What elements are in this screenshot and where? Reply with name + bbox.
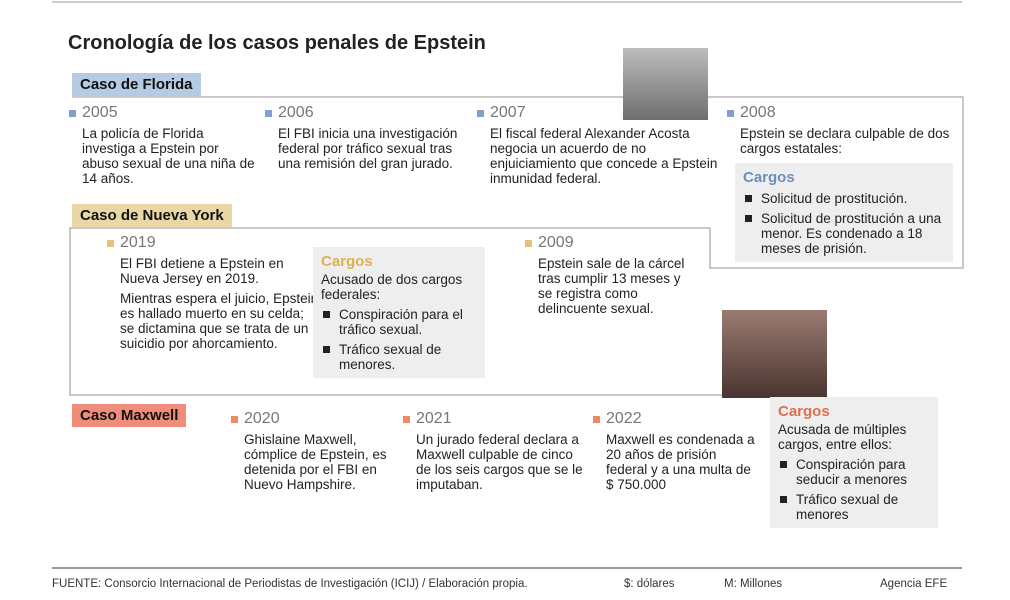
event-text: Ghislaine Maxwell, cómplice de Epstein, … — [244, 432, 409, 497]
event-text: El FBI detiene a Epstein en Nueva Jersey… — [120, 256, 320, 356]
event-text: El FBI inicia una investigación federal … — [278, 126, 458, 176]
footer-agency: Agencia EFE — [880, 578, 948, 590]
year-marker — [477, 110, 484, 117]
event-text: La policía de Florida investiga a Epstei… — [82, 126, 257, 191]
charges-box: Cargos Acusado de dos cargos federales: Co… — [313, 247, 485, 378]
event-year: 2009 — [538, 234, 574, 251]
event-year: 2020 — [244, 410, 280, 427]
event-paragraph: Maxwell es condenada a 20 años de prisió… — [606, 432, 755, 492]
footer-currency: $: dólares — [624, 578, 675, 590]
year-marker — [727, 110, 734, 117]
charges-title: Cargos — [778, 403, 830, 420]
year-marker — [107, 240, 114, 247]
event-paragraph: La policía de Florida investiga a Epstei… — [82, 126, 255, 186]
title: Cronología de los casos penales de Epste… — [68, 32, 486, 54]
event-year: 2021 — [416, 410, 452, 427]
year-marker — [231, 416, 238, 423]
event-paragraph: Mientras espera el juicio, Epstein es ha… — [120, 291, 319, 351]
event-year: 2008 — [740, 104, 776, 121]
section-label: Caso de Nueva York — [72, 204, 232, 227]
charge-item: Tráfico sexual de menores — [778, 492, 930, 522]
year-marker — [69, 110, 76, 117]
event-text: Epstein se declara culpable de dos cargo… — [740, 126, 955, 161]
event-paragraph: El FBI inicia una investigación federal … — [278, 126, 458, 171]
event-text: Epstein sale de la cárcel tras cumplir 1… — [538, 256, 698, 321]
event-paragraph: Epstein sale de la cárcel tras cumplir 1… — [538, 256, 685, 316]
charge-item: Conspiración para el tráfico sexual. — [321, 307, 477, 337]
charge-item: Conspiración para seducir a menores — [778, 457, 930, 487]
event-text: Maxwell es condenada a 20 años de prisió… — [606, 432, 756, 497]
section-label: Caso Maxwell — [72, 404, 187, 427]
photo-acosta — [623, 48, 708, 120]
event-year: 2007 — [490, 104, 526, 121]
event-year: 2005 — [82, 104, 118, 121]
charges-title: Cargos — [321, 253, 373, 270]
footer-source: FUENTE: Consorcio Internacional de Perio… — [52, 578, 528, 590]
charges-intro: Acusada de múltiples cargos, entre ellos… — [778, 422, 907, 452]
footer-units: M: Millones — [724, 578, 783, 590]
charge-item: Solicitud de prostitución. — [743, 191, 945, 206]
charges-box: Cargos Solicitud de prostitución. Solicitu… — [735, 163, 953, 262]
event-paragraph: El FBI detiene a Epstein en Nueva Jersey… — [120, 256, 284, 286]
event-year: 2019 — [120, 234, 156, 251]
year-marker — [403, 416, 410, 423]
year-marker — [525, 240, 532, 247]
photo-maxwell — [722, 310, 827, 398]
charge-item: Tráfico sexual de menores. — [321, 342, 477, 372]
charge-item: Solicitud de prostitución a una menor. E… — [743, 211, 945, 256]
event-paragraph: Epstein se declara culpable de dos cargo… — [740, 126, 950, 156]
year-marker — [593, 416, 600, 423]
event-year: 2006 — [278, 104, 314, 121]
charges-box: Cargos Acusada de múltiples cargos, entre… — [770, 397, 938, 528]
event-paragraph: Un jurado federal declara a Maxwell culp… — [416, 432, 583, 492]
event-text: El fiscal federal Alexander Acosta negoc… — [490, 126, 720, 191]
event-paragraph: Ghislaine Maxwell, cómplice de Epstein, … — [244, 432, 387, 492]
event-text: Un jurado federal declara a Maxwell culp… — [416, 432, 586, 497]
section-label: Caso de Florida — [72, 73, 201, 96]
event-paragraph: El fiscal federal Alexander Acosta negoc… — [490, 126, 718, 186]
event-year: 2022 — [606, 410, 642, 427]
year-marker — [265, 110, 272, 117]
charges-intro: Acusado de dos cargos federales: — [321, 272, 463, 302]
charges-title: Cargos — [743, 169, 795, 186]
